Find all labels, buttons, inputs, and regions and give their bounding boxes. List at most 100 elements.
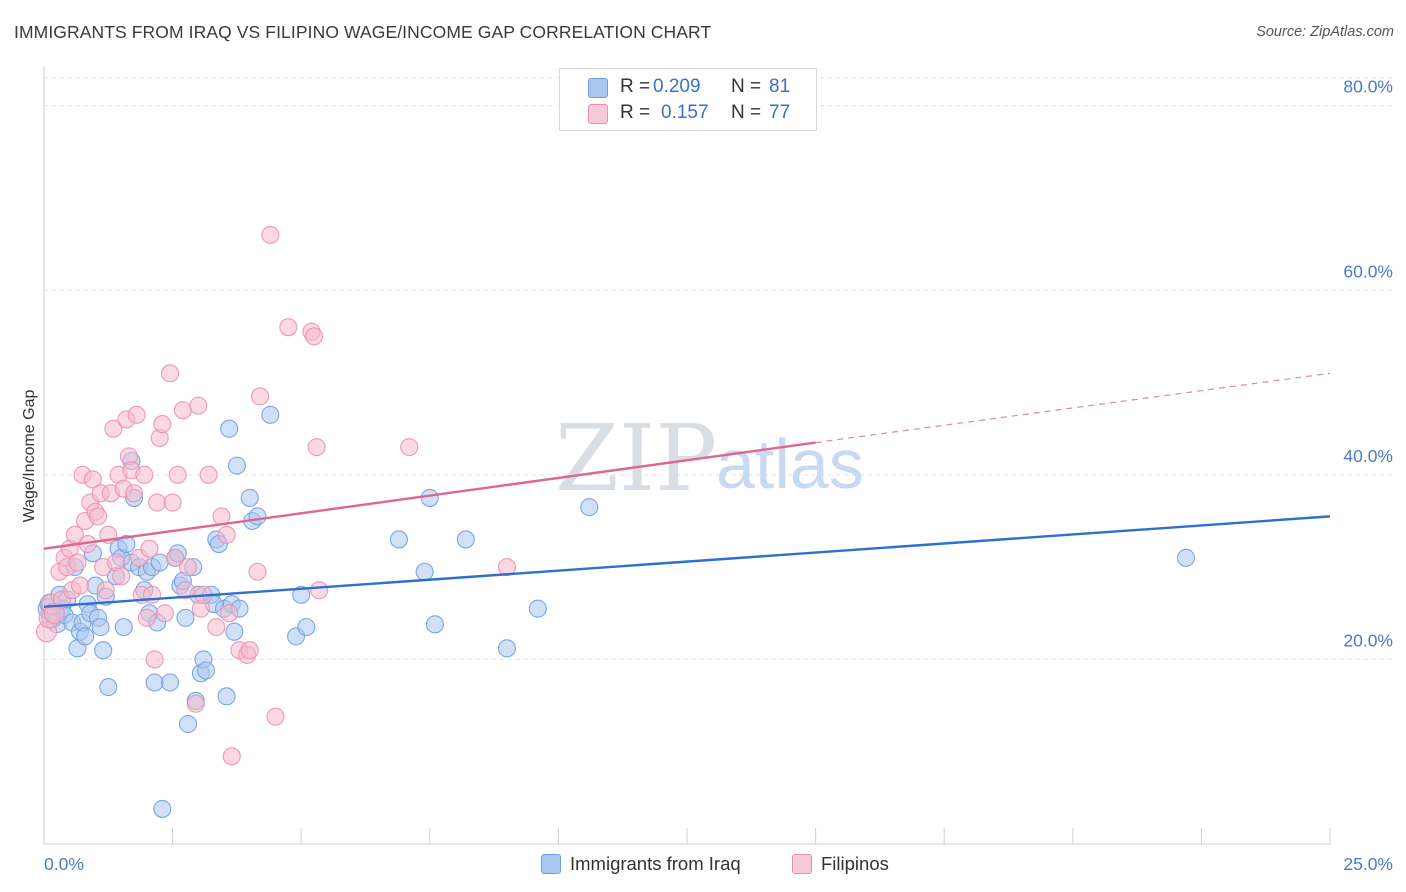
x-tick-label: 0.0%: [44, 854, 84, 874]
legend-r-value: 0.157: [661, 102, 709, 123]
iraq-point: [415, 562, 434, 581]
filipino-point: [178, 558, 198, 577]
filipino-point: [135, 465, 154, 484]
legend-r-label: R =: [620, 76, 651, 97]
filipino-point: [189, 396, 208, 415]
iraq-point: [261, 405, 280, 424]
grid-lines: [44, 77, 1392, 660]
filipino-point: [497, 558, 517, 577]
filipino-point: [88, 507, 108, 526]
iraq-point: [94, 641, 113, 660]
filipino-trend-extension: [815, 372, 1331, 444]
filipino-point: [96, 581, 115, 600]
x-tick-label: 25.0%: [1343, 854, 1393, 874]
iraq-point: [114, 618, 133, 637]
iraq-point: [220, 419, 239, 438]
legend-n-label: N =: [731, 76, 762, 97]
iraq-trend-line: [43, 515, 1331, 609]
filipino-point: [127, 405, 146, 424]
filipino-point: [70, 576, 90, 595]
y-tick-label: 60.0%: [1343, 261, 1393, 281]
filipino-point: [104, 419, 123, 438]
iraq-point: [297, 618, 316, 637]
legend-r-value: 0.209: [653, 76, 701, 97]
iraq-point: [76, 627, 95, 646]
legend-swatch-iraq: [588, 78, 608, 98]
iraq-point: [217, 687, 236, 706]
y-axis-title: Wage/Income Gap: [21, 390, 38, 523]
data-points: [36, 225, 1196, 818]
filipino-point: [222, 747, 241, 766]
trend-lines: [43, 372, 1331, 609]
bottom-legend-label-iraq: Immigrants from Iraq: [570, 853, 741, 874]
bottom-legend-swatch-iraq: [541, 854, 561, 874]
filipino-point: [266, 707, 285, 726]
y-tick-label: 40.0%: [1343, 446, 1393, 466]
iraq-point: [227, 456, 246, 475]
iraq-point: [389, 530, 408, 549]
bottom-legend-label-filipinos: Filipinos: [821, 853, 889, 874]
filipino-point: [145, 650, 164, 669]
filipino-point: [307, 438, 326, 457]
iraq-point: [580, 498, 599, 517]
filipino-point: [124, 484, 144, 503]
filipino-point: [217, 525, 236, 544]
watermark: ZIP atlas: [555, 405, 864, 512]
filipino-point: [305, 327, 324, 346]
filipino-point: [310, 581, 329, 600]
legend-n-value: 81: [769, 76, 791, 97]
axes: [43, 66, 1331, 845]
y-tick-label: 20.0%: [1343, 630, 1393, 650]
iraq-point: [1176, 548, 1196, 567]
filipino-point: [148, 493, 167, 512]
filipino-point: [240, 641, 259, 660]
legend-row-filipinos: R = 0.157 N = 77: [560, 100, 816, 126]
iraq-point: [91, 618, 110, 637]
legend-r-label: R =: [620, 102, 651, 123]
filipino-point: [186, 694, 205, 713]
iraq-point: [196, 661, 216, 680]
iraq-point: [178, 714, 198, 734]
axis-labels: 20.0% 40.0% 60.0% 80.0% 0.0% 25.0% Wage/Income…: [21, 77, 1393, 874]
iraq-point: [240, 488, 259, 507]
filipino-point: [207, 618, 226, 637]
filipino-point: [279, 318, 298, 337]
iraq-point: [248, 507, 267, 526]
iraq-point: [176, 608, 195, 627]
iraq-point: [497, 639, 517, 658]
iraq-point: [425, 615, 444, 634]
iraq-point: [117, 535, 136, 554]
filipino-point: [176, 581, 195, 600]
filipino-point: [173, 401, 192, 420]
iraq-point: [225, 622, 244, 641]
filipino-point: [168, 465, 187, 484]
filipino-point: [160, 364, 180, 383]
filipino-point: [83, 470, 102, 489]
chart-title: IMMIGRANTS FROM IRAQ VS FILIPINO WAGE/IN…: [14, 22, 712, 42]
filipino-point: [400, 438, 419, 457]
legend-n-value: 77: [769, 102, 791, 123]
filipino-trend-line: [43, 441, 816, 550]
filipino-point: [163, 493, 182, 512]
filipino-point: [220, 604, 239, 623]
iraq-point: [153, 799, 172, 818]
iraq-point: [160, 673, 180, 692]
iraq-point: [420, 488, 439, 507]
filipino-point: [248, 562, 267, 581]
iraq-point: [292, 585, 311, 604]
iraq-point: [456, 530, 475, 549]
filipino-point: [166, 548, 185, 567]
iraq-point: [528, 599, 547, 618]
legend-n-label: N =: [731, 102, 762, 123]
filipino-point: [155, 604, 174, 623]
iraq-point: [99, 678, 118, 697]
filipino-point: [68, 553, 87, 572]
filipino-point: [140, 539, 159, 558]
filipino-point: [261, 225, 280, 244]
stats-legend: R = 0.209 N = 81 R = 0.157 N = 77: [559, 68, 817, 131]
y-tick-label: 80.0%: [1343, 77, 1393, 97]
legend-swatch-filipinos: [588, 104, 608, 124]
watermark-atlas: atlas: [716, 425, 864, 503]
filipino-point: [137, 608, 156, 627]
